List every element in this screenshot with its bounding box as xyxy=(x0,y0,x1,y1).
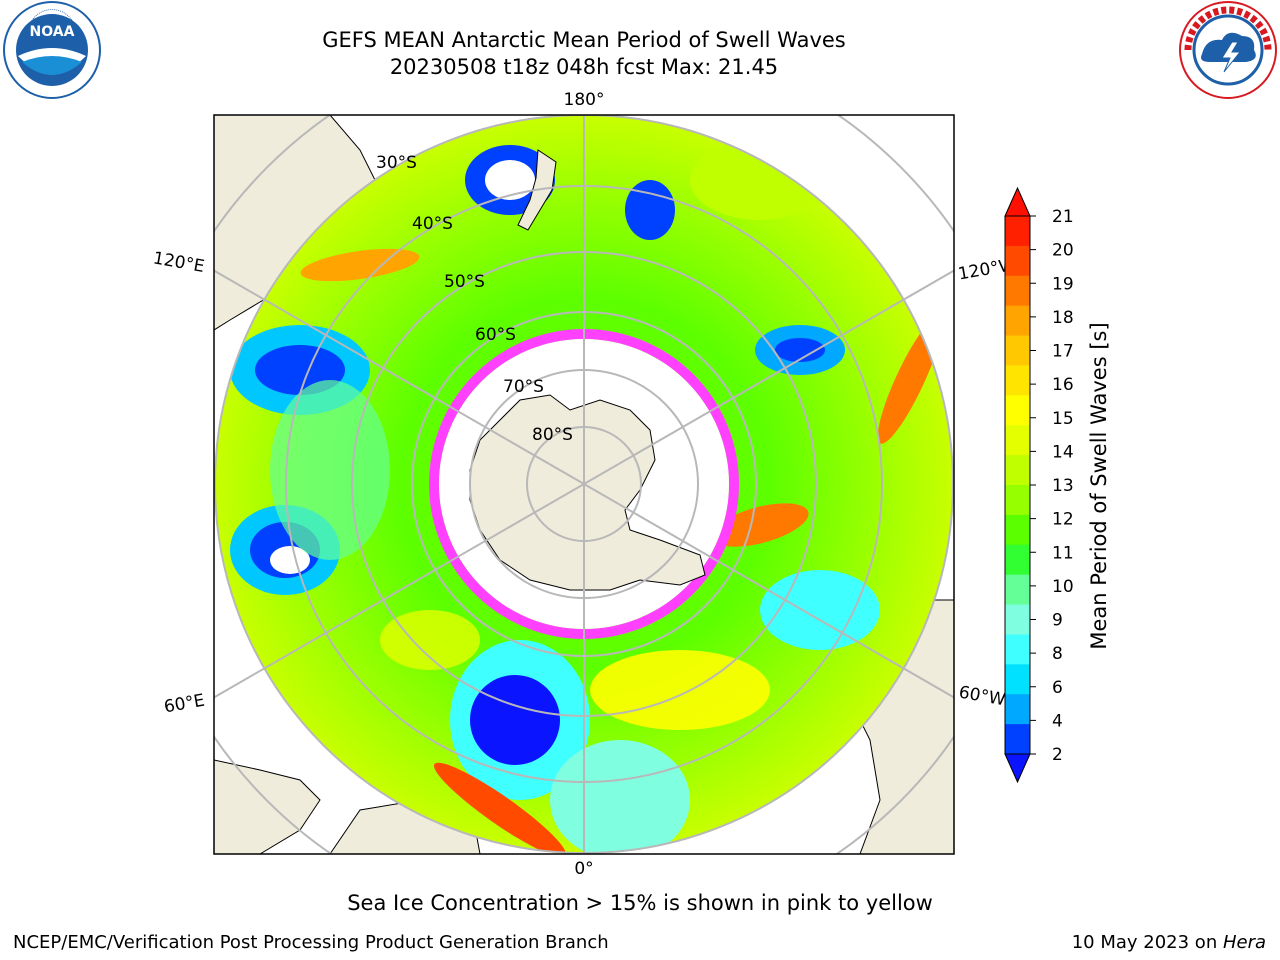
colorbar-segment xyxy=(1005,664,1030,695)
colorbar-segment xyxy=(1005,365,1030,396)
colorbar-segment xyxy=(1005,395,1030,426)
colorbar-segment xyxy=(1005,485,1030,516)
colorbar-tick-label: 19 xyxy=(1052,274,1074,294)
colorbar-extend-high xyxy=(1004,186,1031,217)
colorbar-tick-label: 6 xyxy=(1052,678,1063,698)
nws-logo-icon xyxy=(1179,1,1277,99)
colorbar-tick-label: 14 xyxy=(1052,442,1074,462)
colorbar-segment xyxy=(1005,275,1030,307)
lat-label-40s: 40°S xyxy=(412,214,453,234)
chart-subtitle: 20230508 t18z 048h fcst Max: 21.45 xyxy=(389,55,779,79)
colorbar-segment xyxy=(1005,514,1030,546)
chart-title: GEFS MEAN Antarctic Mean Period of Swell… xyxy=(322,28,846,52)
colorbar-tick-label: 4 xyxy=(1052,711,1063,731)
colorbar: 21 20 19 18 17 16 15 14 13 12 11 10 9 8 6 4 2 xyxy=(1004,186,1074,784)
colorbar-segment xyxy=(1005,425,1030,456)
colorbar-segment xyxy=(1005,305,1030,337)
lat-label-70s: 70°S xyxy=(503,377,544,397)
africa-land xyxy=(214,759,321,854)
date-text: 10 May 2023 on xyxy=(1071,932,1223,953)
colorbar-tick-label: 20 xyxy=(1052,241,1074,261)
colorbar-segment xyxy=(1005,694,1030,725)
lon-label-0: 0° xyxy=(574,859,593,879)
colorbar-segment xyxy=(1005,574,1030,606)
colorbar-tick-label: 11 xyxy=(1052,543,1074,563)
credit-text: NCEP/EMC/Verification Post Processing Pr… xyxy=(13,932,609,953)
colorbar-tick-label: 8 xyxy=(1052,644,1063,664)
antarctica-land xyxy=(469,394,706,591)
colorbar-segment xyxy=(1005,544,1030,576)
sea-ice-caption: Sea Ice Concentration > 15% is shown in … xyxy=(347,891,933,915)
colorbar-segment xyxy=(1005,216,1030,247)
lon-label-60w: 60°W xyxy=(957,683,1007,711)
colorbar-extend-low xyxy=(1004,753,1031,784)
colorbar-segment xyxy=(1005,634,1030,665)
colorbar-tick-label: 16 xyxy=(1052,375,1074,395)
lon-label-180: 180° xyxy=(564,90,605,110)
lat-label-80s: 80°S xyxy=(532,425,573,445)
colorbar-tick-label: 21 xyxy=(1052,207,1074,227)
colorbar-segment xyxy=(1005,724,1030,755)
colorbar-tick-label: 18 xyxy=(1052,308,1074,328)
colorbar-tick-label: 12 xyxy=(1052,510,1074,530)
date-stamp: 10 May 2023 on Hera xyxy=(1072,932,1266,953)
colorbar-tick-label: 15 xyxy=(1052,409,1074,429)
lat-label-60s: 60°S xyxy=(475,325,516,345)
graticule xyxy=(214,115,954,854)
colorbar-tick-label: 2 xyxy=(1052,745,1063,765)
lat-label-50s: 50°S xyxy=(444,272,485,292)
colorbar-tick-label: 17 xyxy=(1052,342,1074,362)
lon-label-120e: 120°E xyxy=(152,248,206,277)
lat-label-30s: 30°S xyxy=(376,153,417,173)
machine-name: Hera xyxy=(1222,932,1266,953)
colorbar-segment xyxy=(1005,245,1030,277)
colorbar-segment xyxy=(1005,455,1030,486)
colorbar-tick-label: 13 xyxy=(1052,476,1074,496)
svg-text:NOAA: NOAA xyxy=(30,24,75,40)
colorbar-tick-label: 9 xyxy=(1052,611,1063,631)
lon-label-60e: 60°E xyxy=(162,691,206,718)
colorbar-tick-label: 10 xyxy=(1052,577,1074,597)
colorbar-segment xyxy=(1005,335,1030,366)
colorbar-label: Mean Period of Swell Waves [s] xyxy=(1087,322,1111,649)
colorbar-segment xyxy=(1005,604,1030,635)
noaa-logo-icon: NOAA xyxy=(3,1,101,99)
